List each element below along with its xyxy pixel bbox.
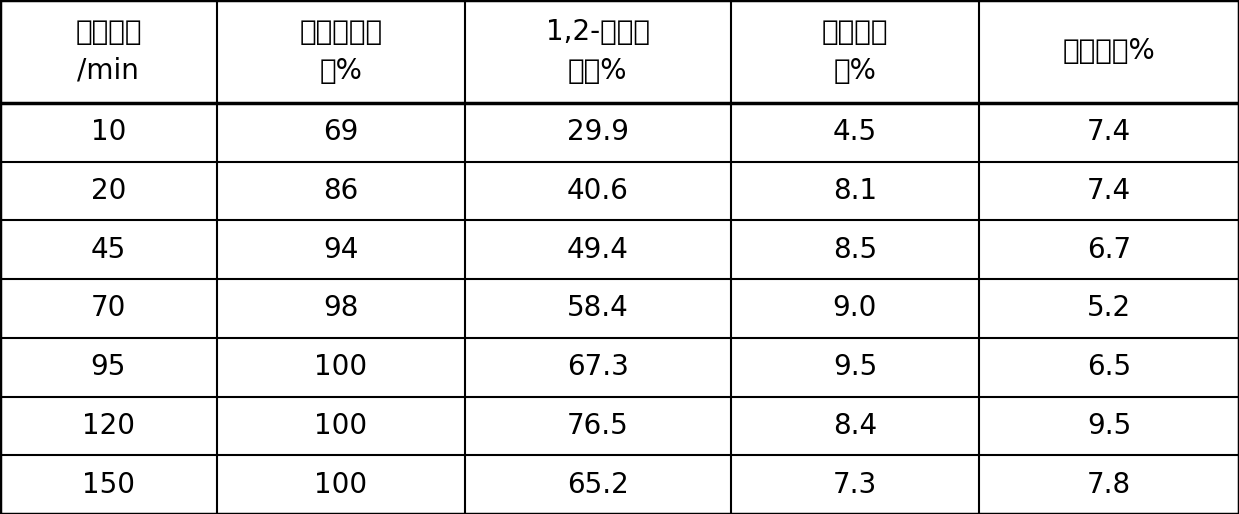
Text: 45: 45 — [90, 235, 126, 264]
Text: 反应时间
/min: 反应时间 /min — [76, 18, 141, 85]
Text: 7.8: 7.8 — [1087, 471, 1131, 499]
Text: 94: 94 — [323, 235, 358, 264]
Text: 7.3: 7.3 — [833, 471, 877, 499]
Text: 100: 100 — [315, 353, 367, 381]
Text: 65.2: 65.2 — [567, 471, 628, 499]
Text: 67.3: 67.3 — [567, 353, 628, 381]
Text: 4.5: 4.5 — [833, 118, 877, 146]
Text: 5.2: 5.2 — [1087, 295, 1131, 322]
Text: 70: 70 — [90, 295, 126, 322]
Text: 120: 120 — [82, 412, 135, 440]
Text: 7.4: 7.4 — [1087, 118, 1131, 146]
Text: 58.4: 58.4 — [567, 295, 628, 322]
Text: 9.0: 9.0 — [833, 295, 877, 322]
Text: 69: 69 — [323, 118, 358, 146]
Text: 10: 10 — [90, 118, 126, 146]
Text: 8.4: 8.4 — [833, 412, 877, 440]
Text: 1,2-丙二醇
收率%: 1,2-丙二醇 收率% — [546, 18, 649, 85]
Text: 40.6: 40.6 — [567, 177, 628, 205]
Text: 95: 95 — [90, 353, 126, 381]
Text: 29.9: 29.9 — [566, 118, 629, 146]
Text: 8.1: 8.1 — [833, 177, 877, 205]
Text: 9.5: 9.5 — [1087, 412, 1131, 440]
Text: 100: 100 — [315, 471, 367, 499]
Text: 甘油收率%: 甘油收率% — [1063, 38, 1155, 65]
Text: 20: 20 — [90, 177, 126, 205]
Text: 8.5: 8.5 — [833, 235, 877, 264]
Text: 86: 86 — [323, 177, 358, 205]
Text: 76.5: 76.5 — [567, 412, 628, 440]
Text: 49.4: 49.4 — [567, 235, 628, 264]
Text: 乙二醇收
率%: 乙二醇收 率% — [821, 18, 888, 85]
Text: 150: 150 — [82, 471, 135, 499]
Text: 98: 98 — [323, 295, 358, 322]
Text: 6.7: 6.7 — [1087, 235, 1131, 264]
Text: 9.5: 9.5 — [833, 353, 877, 381]
Text: 纤维素转化
率%: 纤维素转化 率% — [299, 18, 383, 85]
Text: 6.5: 6.5 — [1087, 353, 1131, 381]
Text: 7.4: 7.4 — [1087, 177, 1131, 205]
Text: 100: 100 — [315, 412, 367, 440]
